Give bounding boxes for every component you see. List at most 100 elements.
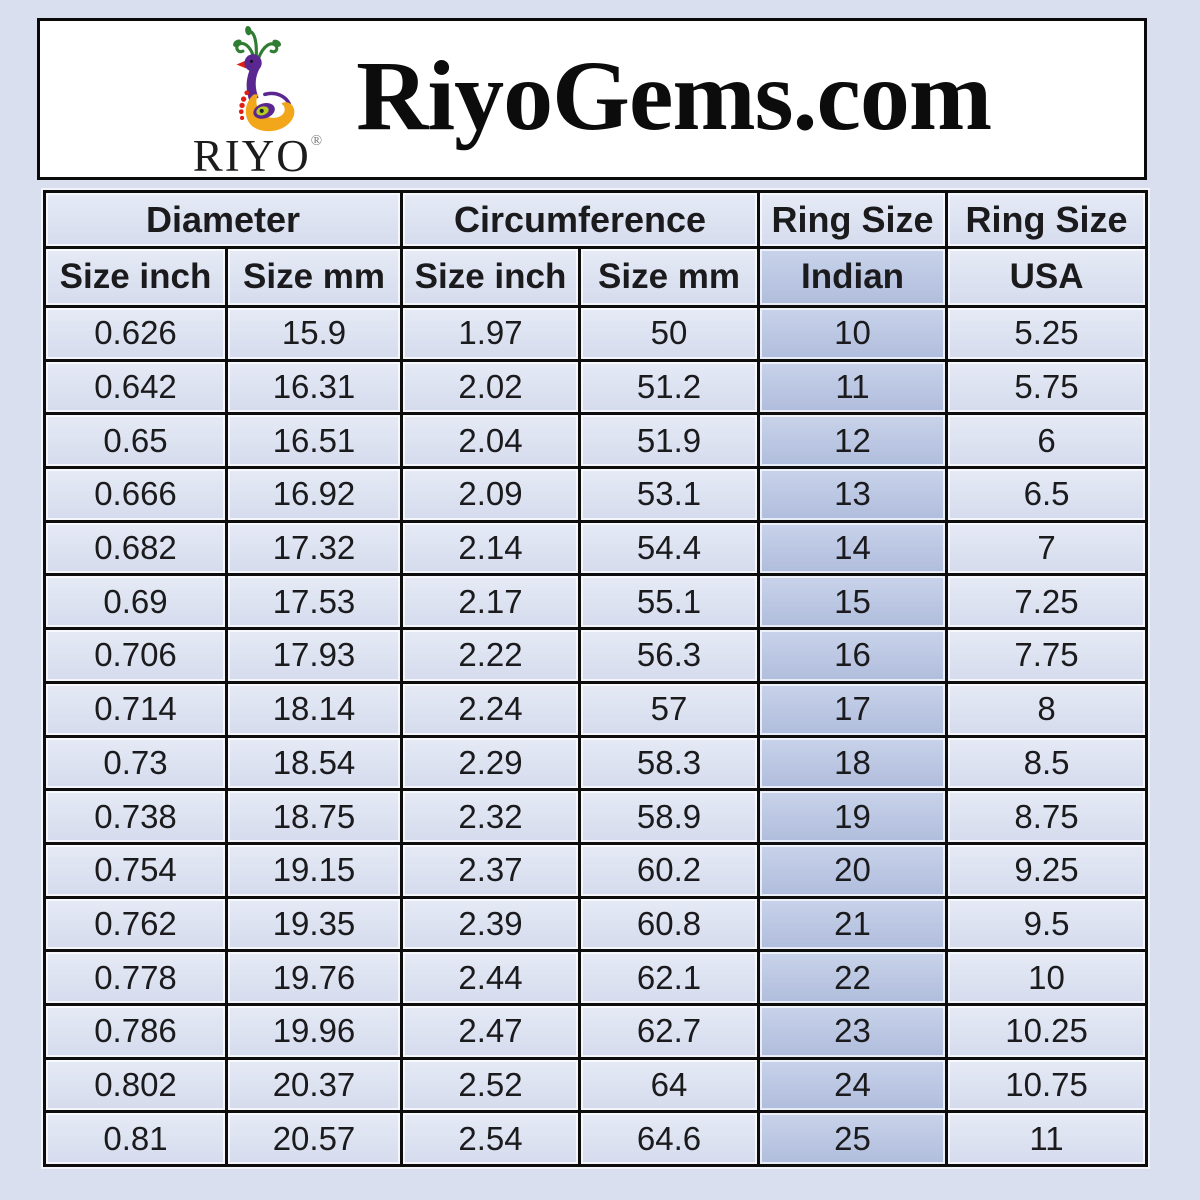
cell: 19: [757, 788, 949, 845]
table-row: 0.802 20.37 2.52 64 24 10.75: [43, 1056, 1149, 1114]
cell: 10: [945, 949, 1149, 1006]
cell: 17: [757, 680, 949, 738]
cell: 19.76: [224, 949, 404, 1006]
table-row: 0.81 20.57 2.54 64.6 25 11: [43, 1110, 1149, 1167]
cell: 0.666: [43, 466, 228, 523]
cell: 0.714: [43, 680, 228, 738]
cell: 2.47: [400, 1002, 582, 1060]
cell: 50: [578, 305, 761, 362]
cell: 15: [757, 573, 949, 631]
col-header-circumference-inch: Size inch: [400, 246, 582, 308]
registered-mark-icon: ®: [310, 132, 323, 149]
cell: 2.37: [400, 841, 582, 899]
cell: 2.09: [400, 466, 582, 523]
cell: 10: [757, 305, 949, 362]
subheader-row: Size inch Size mm Size inch Size mm Indi…: [43, 246, 1149, 308]
cell: 22: [757, 949, 949, 1006]
col-header-usa: USA: [945, 246, 1149, 308]
cell: 10.75: [945, 1056, 1149, 1114]
cell: 18.14: [224, 680, 404, 738]
cell: 6.5: [945, 466, 1149, 523]
brand-header: RIYO® RiyoGems.com: [37, 18, 1147, 180]
riyo-logo: RIYO®: [193, 22, 322, 179]
cell: 64: [578, 1056, 761, 1114]
peacock-icon: [233, 25, 295, 131]
table-row: 0.778 19.76 2.44 62.1 22 10: [43, 949, 1149, 1006]
cell: 18.54: [224, 734, 404, 792]
cell: 62.7: [578, 1002, 761, 1060]
cell: 0.754: [43, 841, 228, 899]
cell: 7.25: [945, 573, 1149, 631]
table-row: 0.666 16.92 2.09 53.1 13 6.5: [43, 466, 1149, 523]
cell: 64.6: [578, 1110, 761, 1167]
cell: 9.25: [945, 841, 1149, 899]
table-row: 0.754 19.15 2.37 60.2 20 9.25: [43, 841, 1149, 899]
ring-size-table: Diameter Circumference Ring Size Ring Si…: [42, 190, 1149, 1167]
col-header-circumference-mm: Size mm: [578, 246, 761, 308]
cell: 62.1: [578, 949, 761, 1006]
col-group-ring-size-usa: Ring Size: [945, 190, 1149, 249]
cell: 14: [757, 519, 949, 577]
table-row: 0.714 18.14 2.24 57 17 8: [43, 680, 1149, 738]
cell: 20.57: [224, 1110, 404, 1167]
table-row: 0.762 19.35 2.39 60.8 21 9.5: [43, 895, 1149, 953]
cell: 2.24: [400, 680, 582, 738]
cell: 5.25: [945, 305, 1149, 362]
cell: 2.32: [400, 788, 582, 845]
cell: 51.9: [578, 412, 761, 470]
cell: 7.75: [945, 627, 1149, 684]
table-row: 0.706 17.93 2.22 56.3 16 7.75: [43, 627, 1149, 684]
cell: 2.04: [400, 412, 582, 470]
cell: 0.738: [43, 788, 228, 845]
cell: 19.35: [224, 895, 404, 953]
cell: 58.9: [578, 788, 761, 845]
cell: 0.786: [43, 1002, 228, 1060]
cell: 54.4: [578, 519, 761, 577]
cell: 11: [757, 358, 949, 416]
cell: 16: [757, 627, 949, 684]
group-header-row: Diameter Circumference Ring Size Ring Si…: [42, 190, 1149, 249]
table-row: 0.738 18.75 2.32 58.9 19 8.75: [43, 788, 1149, 845]
cell: 16.92: [224, 466, 404, 523]
cell: 2.22: [400, 627, 582, 684]
cell: 0.65: [43, 412, 228, 470]
cell: 10.25: [945, 1002, 1149, 1060]
cell: 0.642: [43, 358, 228, 416]
cell: 0.682: [43, 519, 228, 577]
cell: 0.81: [43, 1110, 228, 1167]
cell: 16.31: [224, 358, 404, 416]
col-group-circumference: Circumference: [400, 190, 761, 249]
cell: 56.3: [578, 627, 761, 684]
cell: 17.32: [224, 519, 404, 577]
cell: 2.17: [400, 573, 582, 631]
table-row: 0.626 15.9 1.97 50 10 5.25: [43, 305, 1149, 362]
cell: 11: [945, 1110, 1149, 1167]
col-header-indian: Indian: [757, 246, 949, 308]
cell: 2.44: [400, 949, 582, 1006]
cell: 19.15: [224, 841, 404, 899]
cell: 5.75: [945, 358, 1149, 416]
cell: 55.1: [578, 573, 761, 631]
cell: 20.37: [224, 1056, 404, 1114]
cell: 0.706: [43, 627, 228, 684]
cell: 0.778: [43, 949, 228, 1006]
cell: 2.54: [400, 1110, 582, 1167]
table-row: 0.73 18.54 2.29 58.3 18 8.5: [43, 734, 1149, 792]
table-row: 0.786 19.96 2.47 62.7 23 10.25: [43, 1002, 1149, 1060]
cell: 17.93: [224, 627, 404, 684]
cell: 20: [757, 841, 949, 899]
cell: 58.3: [578, 734, 761, 792]
cell: 0.802: [43, 1056, 228, 1114]
cell: 0.73: [43, 734, 228, 792]
cell: 16.51: [224, 412, 404, 470]
table-row: 0.69 17.53 2.17 55.1 15 7.25: [43, 573, 1149, 631]
ring-size-table-body: 0.626 15.9 1.97 50 10 5.25 0.642 16.31 2.02 51.2 1…: [43, 305, 1149, 1167]
cell: 19.96: [224, 1002, 404, 1060]
cell: 13: [757, 466, 949, 523]
logo-wordmark-text: RIYO: [192, 130, 311, 181]
cell: 18.75: [224, 788, 404, 845]
cell: 23: [757, 1002, 949, 1060]
cell: 1.97: [400, 305, 582, 362]
cell: 2.52: [400, 1056, 582, 1114]
cell: 51.2: [578, 358, 761, 416]
